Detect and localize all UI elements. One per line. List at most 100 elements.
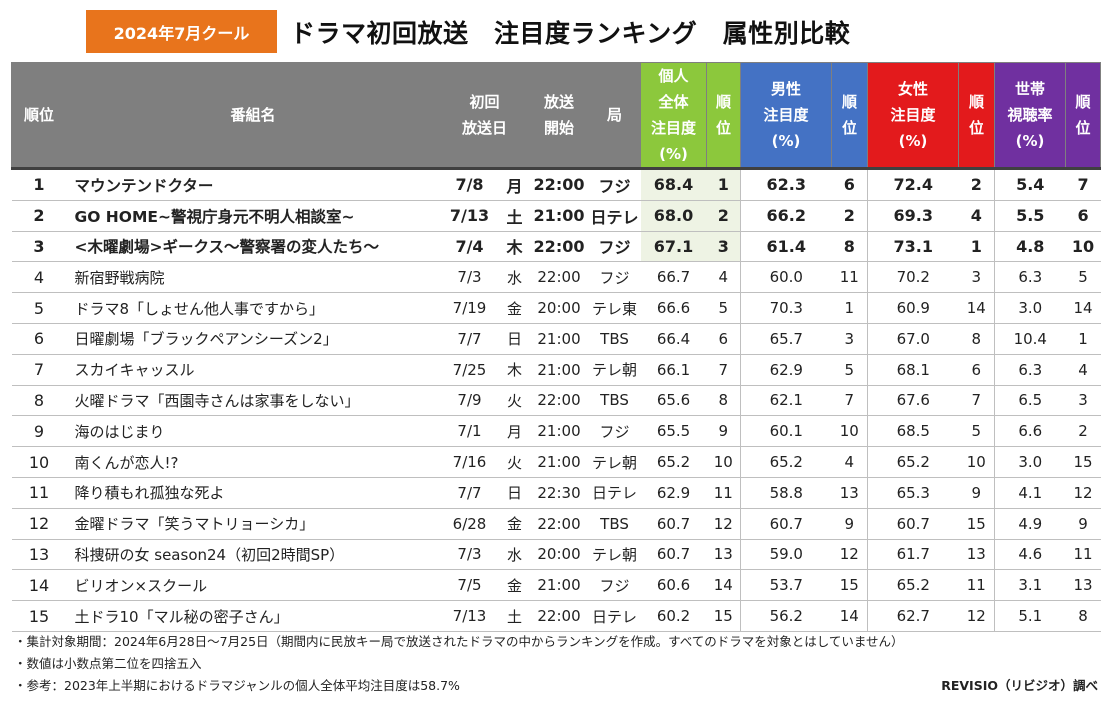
cell-male-rank: 7	[831, 385, 869, 417]
cell-male-rank: 11	[831, 261, 869, 294]
cell-ind: 60.7	[640, 508, 707, 540]
cell-ind-rank: 8	[706, 385, 742, 417]
cell-male: 60.1	[740, 415, 832, 448]
cell-start: 21:00	[529, 446, 589, 478]
footnote-period: ・集計対象期間：2024年6月28日～7月25日（期間内に民放キー局で放送された…	[14, 634, 904, 649]
cell-rank: 3	[11, 231, 67, 263]
cell-station: フジ	[588, 261, 641, 294]
cell-male: 53.7	[740, 569, 832, 602]
cell-male-rank: 9	[831, 508, 869, 540]
cell-female: 67.0	[867, 323, 959, 355]
cell-hh: 4.1	[994, 477, 1066, 509]
cell-hh: 5.1	[994, 600, 1066, 632]
cell-hh-rank: 14	[1065, 292, 1101, 324]
cell-date: 7/9	[439, 385, 500, 417]
cell-female-rank: 14	[958, 292, 996, 324]
cell-male: 58.8	[740, 477, 832, 509]
cell-female: 60.9	[867, 292, 959, 324]
cell-hh-rank: 8	[1065, 600, 1101, 632]
cell-dow: 火	[499, 446, 530, 478]
cell-female-rank: 3	[958, 261, 996, 294]
header-female: 女性 注目度 (%)	[867, 62, 960, 169]
cell-date: 7/3	[439, 261, 500, 294]
cell-hh: 4.8	[994, 231, 1066, 263]
cell-female-rank: 5	[958, 415, 996, 448]
cell-hh: 4.6	[994, 539, 1066, 571]
cell-name: 科捜研の女 season24（初回2時間SP）	[66, 539, 440, 571]
cell-male-rank: 8	[831, 231, 869, 263]
cell-station: 日テレ	[588, 600, 641, 632]
cell-start: 21:00	[529, 569, 589, 602]
cell-female: 72.4	[867, 167, 959, 201]
cell-hh-rank: 6	[1065, 200, 1101, 232]
table-row: 3 <木曜劇場>ギークス～警察署の変人たち～ 7/4 木 22:00 フジ 67.1 3 61.…	[11, 231, 1101, 263]
cell-date: 7/4	[439, 231, 500, 263]
cell-station: フジ	[588, 569, 641, 602]
cell-date: 7/8	[439, 167, 500, 201]
cell-hh-rank: 12	[1065, 477, 1101, 509]
header-individual-line3: 注目度	[651, 119, 697, 137]
cell-date: 7/13	[439, 600, 500, 632]
cell-rank: 15	[11, 600, 67, 632]
cell-hh: 6.6	[994, 415, 1066, 448]
header-female-line2: 注目度	[890, 106, 936, 124]
cell-date: 7/7	[439, 323, 500, 355]
cell-ind: 67.1	[640, 231, 707, 263]
cell-female-rank: 1	[958, 231, 996, 263]
cell-rank: 7	[11, 354, 67, 386]
cell-hh-rank: 2	[1065, 415, 1101, 448]
header-start-line1: 放送	[544, 93, 575, 111]
header-male: 男性 注目度 (%)	[740, 62, 833, 169]
cell-male: 62.3	[740, 167, 832, 201]
cell-start: 22:00	[529, 231, 589, 263]
cell-dow: 土	[499, 600, 530, 632]
cell-station: TBS	[588, 385, 641, 417]
page-title: ドラマ初回放送 注目度ランキング 属性別比較	[290, 18, 851, 48]
cell-male-rank: 5	[831, 354, 869, 386]
table-row: 11 降り積もれ孤独な死よ 7/7 日 22:30 日テレ 62.9 11 58.8 13 65.3…	[11, 477, 1101, 509]
header-individual-rank-line1: 順	[716, 93, 732, 111]
cell-male-rank: 12	[831, 539, 869, 571]
cell-male: 66.2	[740, 200, 832, 232]
header-household-rank-line2: 位	[1075, 119, 1091, 137]
cell-female-rank: 10	[958, 446, 996, 478]
header-date: 初回 放送日	[438, 62, 531, 169]
cell-male: 61.4	[740, 231, 832, 263]
cell-dow: 日	[499, 323, 530, 355]
cell-male-rank: 1	[831, 292, 869, 324]
cell-male: 56.2	[740, 600, 832, 632]
cell-start: 21:00	[529, 323, 589, 355]
cell-station: テレ朝	[588, 354, 641, 386]
cell-ind: 65.5	[640, 415, 707, 448]
cell-male-rank: 13	[831, 477, 869, 509]
cell-male-rank: 14	[831, 600, 869, 632]
cell-start: 21:00	[529, 200, 589, 232]
cell-station: 日テレ	[588, 200, 641, 232]
cell-ind-rank: 13	[706, 539, 742, 571]
header-household-rank-line1: 順	[1075, 93, 1091, 111]
cell-ind: 66.7	[640, 261, 707, 294]
header-female-line1: 女性	[898, 80, 929, 98]
header-household-line1: 世帯	[1015, 80, 1046, 98]
cell-ind-rank: 9	[706, 415, 742, 448]
cell-male: 60.7	[740, 508, 832, 540]
cell-start: 22:30	[529, 477, 589, 509]
cell-male-rank: 15	[831, 569, 869, 602]
cell-rank: 4	[11, 261, 67, 294]
source-credit: REVISIO（リビジオ）調べ	[941, 678, 1098, 693]
footnote-rounding: ・数値は小数点第二位を四捨五入	[14, 656, 202, 671]
cell-female-rank: 2	[958, 167, 996, 201]
cell-male-rank: 6	[831, 167, 869, 201]
cell-rank: 6	[11, 323, 67, 355]
cell-ind-rank: 12	[706, 508, 742, 540]
cell-male: 62.9	[740, 354, 832, 386]
cell-date: 6/28	[439, 508, 500, 540]
cell-hh-rank: 3	[1065, 385, 1101, 417]
cell-name: マウンテンドクター	[66, 167, 440, 201]
cell-rank: 14	[11, 569, 67, 602]
season-badge: 2024年7月クール	[86, 10, 277, 53]
table-row: 8 火曜ドラマ「西園寺さんは家事をしない」 7/9 火 22:00 TBS 65.6 8 62.…	[11, 385, 1101, 417]
header-male-line1: 男性	[771, 80, 802, 98]
header-male-line2: 注目度	[763, 106, 809, 124]
table-row: 12 金曜ドラマ「笑うマトリョーシカ」 6/28 金 22:00 TBS 60.7 12 60.…	[11, 508, 1101, 540]
